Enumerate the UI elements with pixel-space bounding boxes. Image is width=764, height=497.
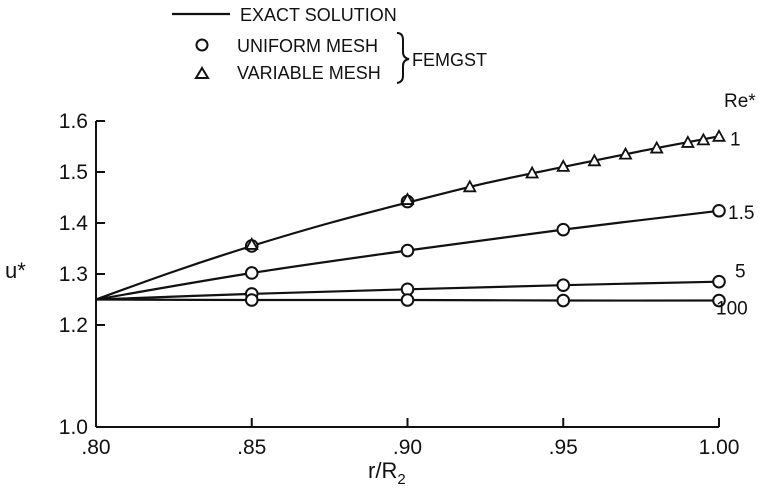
- x-axis-title-subscript: 2: [397, 471, 405, 488]
- x-tick-label: .85: [237, 436, 266, 459]
- y-tick-label: 1.6: [59, 110, 88, 133]
- x-axis-title: r/R2: [368, 458, 406, 488]
- x-tick-label: 1.00: [699, 436, 740, 459]
- variable-mesh-point: [525, 165, 540, 179]
- uniform-mesh-point: [712, 293, 726, 308]
- y-tick-label: 1.5: [59, 161, 88, 184]
- series-markers: [244, 128, 727, 308]
- x-tick-label: .95: [549, 436, 578, 459]
- y-axis-title: u*: [5, 258, 26, 283]
- y-tick-label: 1.0: [59, 416, 88, 439]
- x-tick-label: .90: [393, 436, 422, 459]
- legend: EXACT SOLUTION UNIFORM MESH VARIABLE MES…: [172, 5, 487, 84]
- re-label-100: 100: [716, 299, 748, 320]
- uniform-mesh-point: [556, 293, 571, 308]
- variable-mesh-point: [587, 153, 602, 167]
- y-tick-label: 1.2: [59, 314, 88, 337]
- variable-mesh-point: [696, 132, 711, 146]
- re-labels: 1 1.5 5 100: [716, 129, 754, 319]
- variable-mesh-point: [244, 237, 259, 250]
- uniform-mesh-point: [244, 266, 259, 280]
- legend-uniform-circle-swatch: [195, 38, 209, 52]
- uniform-mesh-point: [400, 293, 415, 307]
- uniform-mesh-point: [556, 222, 571, 237]
- variable-mesh-point: [556, 159, 571, 172]
- uniform-mesh-point: [400, 243, 415, 258]
- variable-mesh-point: [711, 128, 727, 142]
- variable-mesh-point: [618, 146, 633, 160]
- x-axis-title-main: r/R: [368, 458, 397, 483]
- legend-variable-triangle-swatch: [194, 66, 210, 79]
- variable-mesh-point: [680, 135, 695, 148]
- y-tick-label: 1.4: [59, 212, 89, 235]
- re-label-1.5: 1.5: [728, 203, 754, 224]
- x-tick-label: .80: [81, 436, 110, 459]
- uniform-mesh-point: [556, 278, 571, 293]
- legend-group-label: FEMGST: [412, 50, 487, 70]
- exact-solution-curve-re-1: [95, 135, 720, 301]
- re-label-5: 5: [735, 262, 746, 283]
- series-lines: [95, 135, 720, 302]
- variable-mesh-point: [649, 140, 664, 154]
- uniform-mesh-point: [712, 203, 726, 218]
- uniform-mesh-point: [244, 293, 259, 307]
- legend-uniform-label: UNIFORM MESH: [237, 36, 378, 56]
- uniform-mesh-point: [712, 274, 726, 289]
- re-label-1: 1: [730, 129, 741, 150]
- ticks: 1.0 1.2 1.3 1.4 1.5 1.6 .80 .85 .90 .95 1.00: [59, 110, 740, 459]
- legend-exact-label: EXACT SOLUTION: [240, 5, 397, 25]
- re-header-label: Re*: [724, 91, 756, 112]
- legend-brace: [396, 32, 410, 84]
- y-tick-label: 1.3: [59, 263, 88, 286]
- legend-variable-label: VARIABLE MESH: [237, 63, 381, 83]
- variable-mesh-point: [462, 179, 477, 193]
- variable-mesh-point: [400, 192, 415, 205]
- axes: [95, 121, 719, 428]
